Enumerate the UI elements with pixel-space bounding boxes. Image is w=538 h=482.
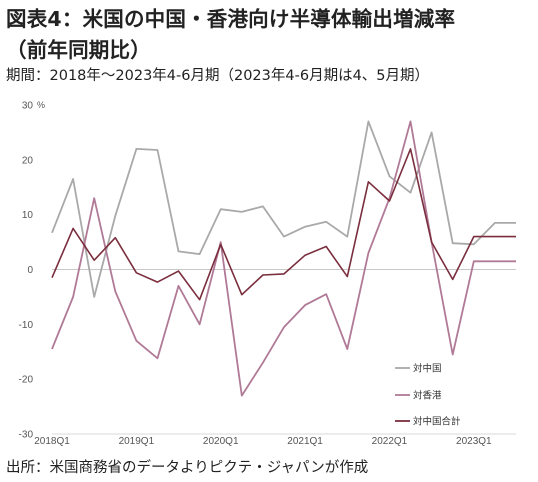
x-tick-label: 2020Q1 [203, 436, 239, 447]
x-tick-label: 2023Q1 [456, 436, 492, 447]
series-layer [51, 120, 516, 397]
y-tick-label: 20 [22, 155, 34, 166]
chart-title: 図表4：米国の中国・香港向け半導体輸出増減率 （前年同期比） [6, 4, 455, 66]
axis-layer: 30 20 10 0 -10 -20 -30% 2018Q1 2019Q1 2020Q1 2021Q… [19, 100, 516, 447]
x-tick-label: 2021Q1 [287, 436, 323, 447]
legend-label: 対香港 [413, 390, 442, 402]
title-line-2: （前年同期比） [6, 38, 151, 62]
y-tick-label: 10 [22, 210, 34, 221]
y-tick-label: -10 [19, 320, 34, 331]
series-line-1 [51, 120, 516, 298]
legend-label: 対中国合計 [413, 416, 461, 428]
legend-label: 対中国 [413, 363, 442, 375]
y-tick-label: -30 [19, 430, 34, 441]
y-tick-label: 30 [22, 101, 34, 112]
series-line-2 [51, 120, 516, 397]
y-unit-label: % [37, 100, 45, 110]
source-note: 出所：米国商務省のデータよりピクテ・ジャパンが作成 [6, 460, 369, 476]
series-line-3 [51, 148, 516, 301]
y-tick-label: 0 [27, 265, 33, 276]
x-tick-label: 2018Q1 [34, 436, 70, 447]
period-subtitle: 期間：2018年～2023年4-6月期（2023年4-6月期は4、5月期） [6, 68, 430, 84]
title-line-1: 図表4：米国の中国・香港向け半導体輸出増減率 [6, 7, 456, 31]
x-tick-label: 2019Q1 [119, 436, 155, 447]
y-tick-label: -20 [19, 375, 34, 386]
x-tick-label: 2022Q1 [372, 436, 408, 447]
